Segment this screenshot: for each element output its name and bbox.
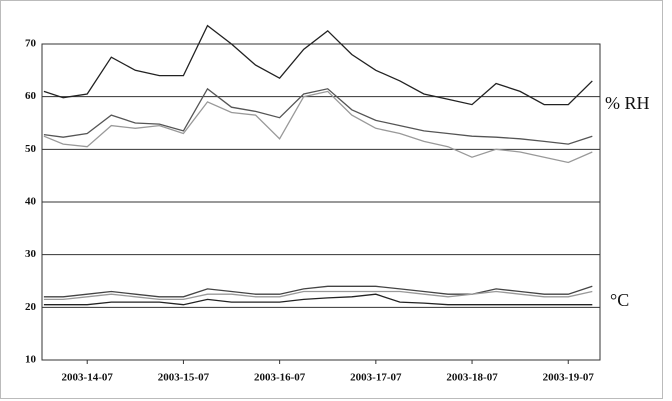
y-tick-label: 10 bbox=[25, 354, 37, 366]
line-series bbox=[43, 293, 593, 306]
y-tick-label: 30 bbox=[25, 248, 37, 260]
plot-area bbox=[41, 43, 601, 361]
y-tick-label: 60 bbox=[25, 90, 37, 102]
x-tick-label: 2003-14-07 bbox=[62, 372, 114, 384]
annotation: °C bbox=[610, 290, 629, 310]
x-tick-label: 2003-17-07 bbox=[350, 372, 402, 384]
y-tick-label: 40 bbox=[25, 196, 37, 208]
x-tick-label: 2003-15-07 bbox=[158, 372, 210, 384]
x-tick-label: 2003-16-07 bbox=[254, 372, 306, 384]
line-series bbox=[43, 285, 593, 298]
y-tick-label: 50 bbox=[25, 143, 37, 155]
line-series bbox=[43, 87, 593, 145]
line-series bbox=[43, 90, 593, 164]
line-series bbox=[43, 24, 593, 106]
x-tick-label: 2003-18-07 bbox=[446, 372, 498, 384]
y-tick-label: 20 bbox=[25, 301, 37, 313]
annotation: % RH bbox=[605, 93, 650, 113]
x-tick-label: 2003-19-07 bbox=[543, 372, 595, 384]
line-series bbox=[43, 290, 593, 301]
y-tick-label: 70 bbox=[25, 38, 37, 50]
